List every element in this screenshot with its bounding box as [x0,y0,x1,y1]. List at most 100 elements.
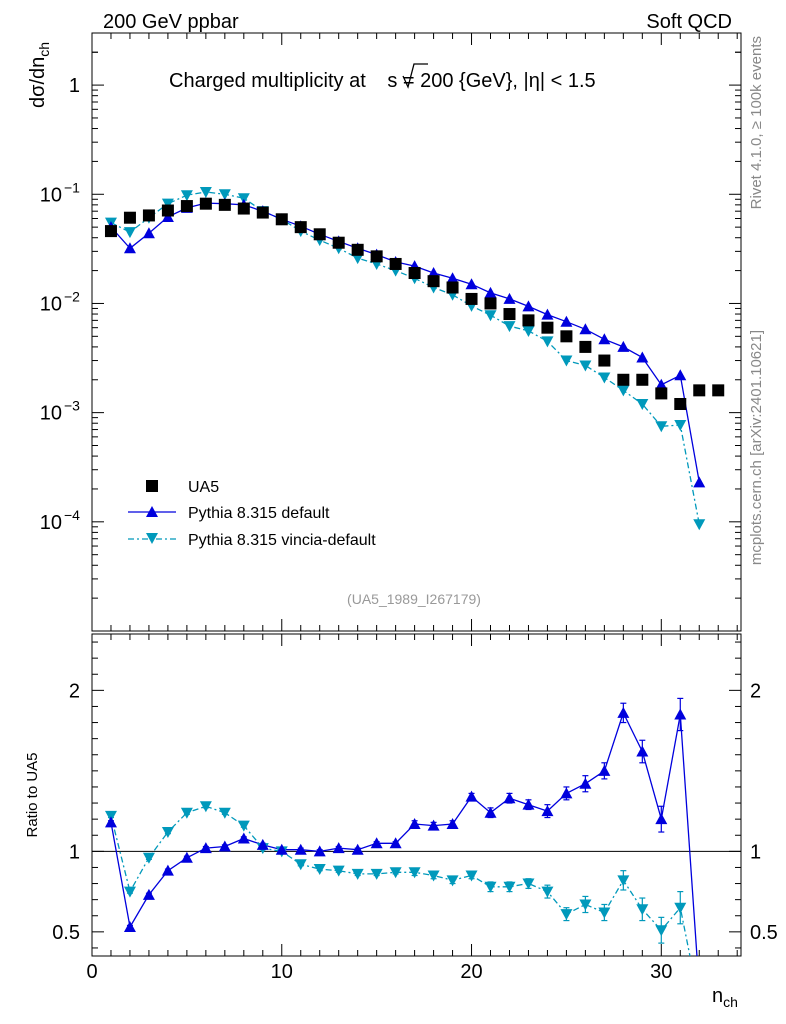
main-panel: 110−110−210−310−4 dσ/dnch Charged multip… [27,32,742,632]
default-point [484,286,497,298]
ratio-vincia-point [237,820,250,832]
ratio-default-point [332,842,345,854]
x-tick-label: 20 [460,961,482,983]
vincia-point [579,360,592,372]
ratio-y-tick-label-left: 2 [69,680,80,702]
ua5-point [617,373,630,386]
ratio-vincia-point [579,899,592,911]
ratio-tick-labels: 0.5 0.51 12 20 10 20 30 [52,680,778,983]
ratio-default-point [180,851,193,863]
default-point [579,323,592,335]
x-tick-label: 10 [271,961,293,983]
ratio-vincia-point [161,827,174,839]
title-sqrt-arg: s [387,70,397,92]
main-y-tick-label: 10 [40,512,62,534]
ratio-default-point [237,832,250,844]
ua5-point [579,340,592,353]
ratio-default-point [693,984,705,995]
ua5-point [674,397,687,410]
ua5-point [408,267,421,280]
ratio-vincia-point [408,867,421,879]
ua5-point [142,209,155,222]
vincia-point [180,190,193,202]
side-label-rivet: Rivet 4.1.0, ≥ 100k events [748,36,765,209]
default-point [465,278,478,290]
default-point [693,476,706,488]
ratio-default-point [199,842,212,854]
ratio-y-tick-label-left: 1 [69,841,80,863]
ratio-vincia-point [142,852,155,864]
ratio-vincia-point [636,904,649,916]
ratio-y-tick-label-right: 2 [750,680,761,702]
ua5-point [522,314,535,327]
main-y-axis-label: dσ/dnch [27,42,52,108]
vincia-point [161,198,174,210]
legend-ua5-label: UA5 [188,479,219,496]
vincia-point [351,253,364,265]
default-point [446,272,459,284]
ratio-vincia-point [693,998,705,1009]
vincia-point [541,336,554,348]
x-axis-label: nch [712,985,738,1010]
ua5-point [313,228,326,241]
ua5-point [351,243,364,256]
ratio-vincia-point [598,907,611,919]
ua5-point [161,204,174,217]
ratio-vincia-point [427,870,440,882]
ratio-default-point [674,708,687,720]
vincia-point [218,189,231,201]
header-left: 200 GeV ppbar [103,11,239,33]
main-y-tick-exponent: −1 [64,179,80,195]
ratio-default-point [218,840,231,852]
ratio-vincia-point [503,881,516,893]
ratio-vincia-point [199,801,212,813]
ratio-default-point [142,888,155,900]
ratio-vincia-point [180,807,193,819]
ratio-default-point [408,817,421,829]
x-tick-label: 0 [86,961,97,983]
main-y-tick-exponent: −2 [64,288,80,304]
ua5-point [427,275,440,288]
default-point [142,227,155,239]
legend: UA5 Pythia 8.315 default Pythia 8.315 vi… [128,479,376,549]
main-frame [91,32,742,632]
ratio-default-point [161,864,174,876]
ua5-point [180,200,193,213]
ratio-vincia-point [351,868,364,880]
main-axis-ticks [91,32,741,632]
ratio-vincia-point [370,868,383,880]
ua5-point [693,384,706,397]
ratio-frame [91,633,742,957]
ratio-axis-ticks [91,634,741,956]
sqrt-symbol [402,63,428,89]
legend-default-marker [146,506,158,517]
ratio-y-tick-label-right: 1 [750,841,761,863]
vincia-point [655,421,668,433]
ratio-default-point [617,706,630,718]
ua5-point [541,321,554,334]
ratio-vincia-point [655,925,668,937]
ratio-default-point [655,813,668,825]
ua5-point [598,354,611,367]
ua5-point [275,213,288,226]
ratio-default-point [541,805,554,817]
ratio-vincia-point [294,859,307,871]
ratio-default-point [484,806,497,818]
vincia-point [522,325,535,337]
legend-vincia-label: Pythia 8.315 vincia-default [188,532,376,549]
svg-text:Charged multiplicity at s = 20: Charged multiplicity at s = 200 {GeV}, |… [169,70,596,92]
header-right: Soft QCD [646,11,732,33]
ua5-point [389,257,402,270]
ratio-vincia-point [123,886,136,898]
ratio-default-point [256,838,269,850]
vincia-point [237,193,250,205]
vincia-point [617,385,630,397]
default-point [522,300,535,312]
vincia-point [674,420,687,432]
ratio-default-point [598,764,611,776]
ratio-default-point [427,819,440,831]
main-y-tick-label: 10 [40,403,62,425]
ratio-series [104,697,705,1009]
side-label-mcplots: mcplots.cern.ch [arXiv:2401.10621] [748,330,765,565]
